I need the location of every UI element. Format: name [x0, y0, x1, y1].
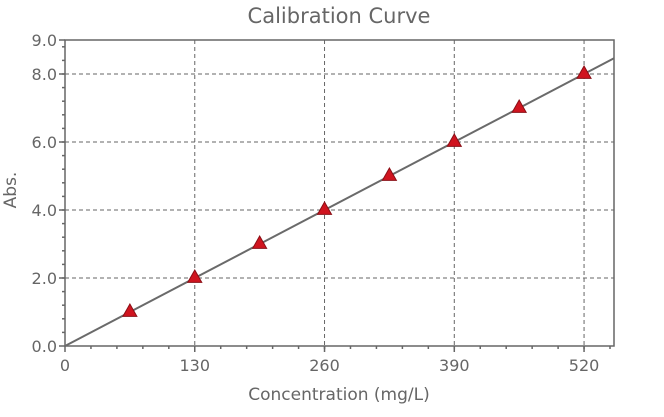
data-point-triangle: [511, 98, 528, 113]
x-tick-label: 260: [309, 356, 340, 375]
data-point-triangle: [316, 200, 333, 215]
x-tick-label: 520: [569, 356, 600, 375]
y-axis-label: Abs.: [1, 172, 21, 209]
y-tick-label: 2.0: [32, 269, 57, 288]
data-point-triangle: [381, 166, 398, 181]
x-tick-label: 0: [60, 356, 70, 375]
y-tick-label: 6.0: [32, 133, 57, 152]
plot-frame: [64, 39, 615, 347]
x-tick-label: 130: [179, 356, 210, 375]
y-tick-label: 8.0: [32, 65, 57, 84]
x-axis-label: Concentration (mg/L): [248, 385, 429, 405]
chart-title: Calibration Curve: [248, 4, 431, 28]
grid-layer: [65, 40, 614, 346]
data-point-triangle: [251, 234, 268, 249]
data-point-triangle: [576, 64, 592, 79]
fit-line: [64, 57, 615, 347]
x-tick-label: 390: [439, 356, 470, 375]
tick-layer: 0 130 260 390 520 0.0 2.0 4.0 6.0 8.0 9.0: [32, 31, 611, 375]
fit-line-layer: [64, 57, 615, 347]
y-tick-label: 0.0: [32, 337, 57, 356]
y-tick-label: 9.0: [32, 31, 57, 50]
data-points-layer: [122, 64, 592, 317]
data-point-triangle: [122, 302, 138, 317]
axis-layer: [64, 39, 615, 347]
y-tick-label: 4.0: [32, 201, 57, 220]
data-point-triangle: [446, 132, 463, 147]
data-point-triangle: [186, 268, 203, 283]
